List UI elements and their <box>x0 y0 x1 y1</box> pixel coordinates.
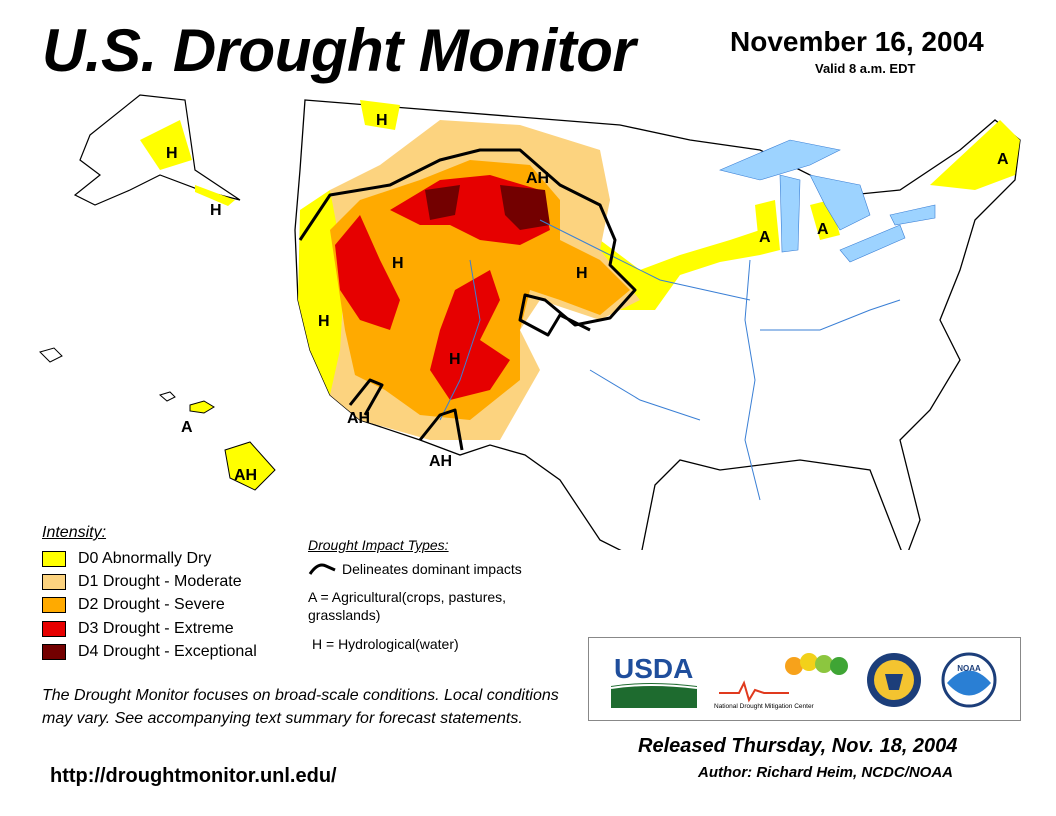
impact-boundaries <box>298 148 637 451</box>
commerce-seal-logo <box>867 653 921 707</box>
author: Author: Richard Heim, NCDC/NOAA <box>698 764 954 781</box>
impact-boundary-arizona <box>418 408 464 451</box>
ndmc-pulse-icon <box>719 680 789 703</box>
ndmc-tree-2 <box>800 653 818 671</box>
usda-logo-text: USDA <box>614 653 693 684</box>
d4-idaho <box>425 185 460 220</box>
noaa-logo: NOAA <box>941 652 997 708</box>
legend-item-d2: D2 Drought - Severe <box>42 595 225 615</box>
release-date: Released Thursday, Nov. 18, 2004 <box>638 735 958 757</box>
drought-monitor-url[interactable]: http://droughtmonitor.unl.edu/ <box>50 765 337 787</box>
lake-huron <box>809 174 871 231</box>
hawaii-island-kauai <box>39 347 63 363</box>
map-label-alaska-h1: H <box>166 145 178 162</box>
hawaii-island-maui <box>189 400 215 414</box>
impact-agricultural-text: A = Agricultural(crops, pastures, grassl… <box>308 589 507 623</box>
legend-title: Intensity: <box>42 524 107 541</box>
alaska: H H <box>73 94 241 219</box>
legend-swatch-d3 <box>42 621 66 637</box>
map-label-arizona-ah: AH <box>429 453 452 470</box>
legend-label-d2: D2 Drought - Severe <box>78 596 225 613</box>
ndmc-logo: National Drought Mitigation Center <box>714 653 848 710</box>
legend-item-d1: D1 Drought - Moderate <box>42 572 242 592</box>
mississippi-river <box>744 259 761 501</box>
arkansas-river <box>589 369 701 421</box>
map-label-socal-ah: AH <box>347 410 370 427</box>
d0-north-idaho <box>360 100 400 130</box>
hawaii-island-1 <box>158 391 176 402</box>
agency-logos-graphic: USDA National Drought Mitigation Center … <box>610 652 997 710</box>
map-label-alaska-h2: H <box>210 202 222 219</box>
map-label-michigan-a2: A <box>817 221 829 238</box>
legend-item-d3: D3 Drought - Extreme <box>42 619 234 639</box>
hawaii-big-island <box>224 441 276 491</box>
missouri-river <box>539 219 751 301</box>
ndmc-tree-3 <box>815 655 833 673</box>
lake-ontario <box>889 204 936 226</box>
map-label-oregon-h: H <box>318 313 330 330</box>
lake-superior <box>719 139 841 181</box>
d0-michigan-west <box>755 200 780 255</box>
map-label-nebraska-h: H <box>576 265 588 282</box>
commerce-seal-shield <box>885 674 903 690</box>
ohio-river <box>760 299 901 331</box>
impact-hydrological-text: H = Hydrological(water) <box>312 636 459 652</box>
impact-line-path <box>308 563 336 575</box>
ndmc-tree-4 <box>830 657 848 675</box>
legend-swatch-d2 <box>42 597 66 613</box>
legend-swatch-d1 <box>42 574 66 590</box>
noaa-logo-text: NOAA <box>957 664 981 673</box>
noaa-logo-bird <box>947 670 991 696</box>
great-lakes <box>719 139 936 263</box>
d3-nevada <box>335 215 400 330</box>
hawaii: A AH <box>39 347 276 491</box>
drought-map: H H A AH <box>39 94 1021 550</box>
map-label-utah-h: H <box>449 351 461 368</box>
map-label-hawaii-ah: AH <box>234 467 257 484</box>
d0-midwest-band <box>600 230 760 310</box>
colorado-river <box>439 259 481 421</box>
impact-boundary-west <box>298 148 637 337</box>
valid-time: Valid 8 a.m. EDT <box>815 61 916 76</box>
legend-swatch-d0 <box>42 551 66 567</box>
ndmc-logo-text: National Drought Mitigation Center <box>714 703 815 710</box>
page-title: U.S. Drought Monitor <box>42 17 636 84</box>
map-date: November 16, 2004 <box>730 26 984 57</box>
map-label-montana-h: H <box>376 112 388 129</box>
agency-logos: USDA National Drought Mitigation Center … <box>588 637 1021 721</box>
map-label-michigan-a1: A <box>759 229 771 246</box>
legend-item-d4: D4 Drought - Exceptional <box>42 642 257 662</box>
map-label-maine-a: A <box>997 151 1009 168</box>
focus-note: The Drought Monitor focuses on broad-sca… <box>42 687 559 727</box>
d0-new-england <box>930 120 1020 190</box>
d4-wyoming <box>500 185 550 230</box>
impact-types-title: Drought Impact Types: <box>308 537 449 553</box>
ndmc-tree-1 <box>785 657 803 675</box>
lake-michigan <box>779 174 801 253</box>
impact-delineates-text: Delineates dominant impacts <box>342 561 522 577</box>
d4-areas <box>425 185 550 230</box>
impact-line-symbol <box>308 563 336 575</box>
usda-logo-stripe <box>610 684 698 689</box>
map-label-idaho-h: H <box>392 255 404 272</box>
usda-logo-field <box>611 683 697 708</box>
map-label-wyoming-ah: AH <box>526 170 549 187</box>
d0-areas <box>298 100 1020 395</box>
usda-logo: USDA <box>610 653 698 708</box>
legend-swatch-d4 <box>42 644 66 660</box>
legend-label-d3: D3 Drought - Extreme <box>78 620 234 637</box>
legend-label-d1: D1 Drought - Moderate <box>78 573 242 590</box>
legend-item-d0: D0 Abnormally Dry <box>42 549 211 569</box>
d3-utah-arizona <box>430 270 510 400</box>
alaska-d0-panhandle <box>195 185 235 206</box>
impact-boundary-socal <box>348 378 384 416</box>
legend-label-d4: D4 Drought - Exceptional <box>78 643 257 660</box>
lake-erie <box>839 224 906 263</box>
map-label-hawaii-a: A <box>181 419 193 436</box>
rivers <box>439 219 901 501</box>
legend-label-d0: D0 Abnormally Dry <box>78 550 212 567</box>
alaska-d0-area <box>140 120 192 170</box>
